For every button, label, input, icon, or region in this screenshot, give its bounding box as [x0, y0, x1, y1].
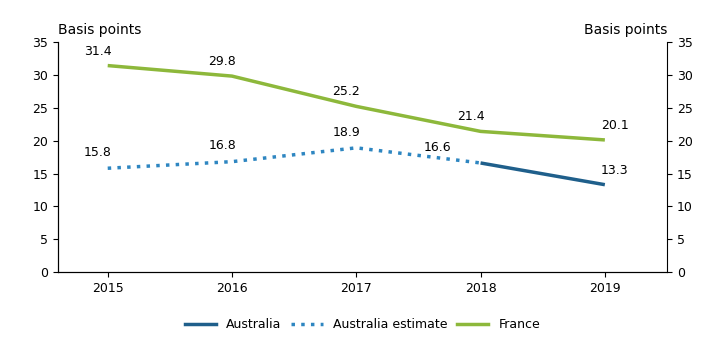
Text: 15.8: 15.8 [84, 146, 112, 159]
Text: 31.4: 31.4 [84, 45, 112, 58]
Text: Basis points: Basis points [58, 23, 141, 37]
Text: 13.3: 13.3 [601, 164, 629, 177]
Text: 29.8: 29.8 [208, 55, 236, 68]
Text: 16.6: 16.6 [423, 141, 451, 154]
Text: Basis points: Basis points [584, 23, 667, 37]
Text: 20.1: 20.1 [601, 119, 629, 132]
Text: 18.9: 18.9 [333, 126, 360, 139]
Text: 16.8: 16.8 [208, 140, 236, 153]
Legend: Australia, Australia estimate, France: Australia, Australia estimate, France [180, 313, 545, 336]
Text: 21.4: 21.4 [457, 111, 484, 124]
Text: 25.2: 25.2 [333, 86, 360, 98]
